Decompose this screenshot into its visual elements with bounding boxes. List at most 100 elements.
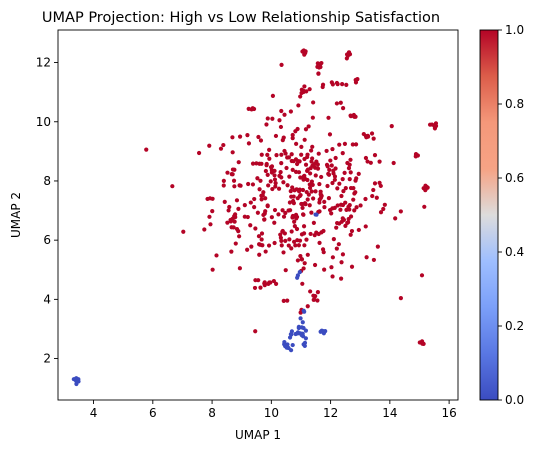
point-high-satisfaction bbox=[303, 49, 308, 54]
point-high-satisfaction bbox=[371, 136, 376, 141]
point-high-satisfaction bbox=[288, 109, 293, 114]
point-high-satisfaction bbox=[318, 189, 323, 194]
point-high-satisfaction bbox=[222, 199, 227, 204]
point-high-satisfaction bbox=[292, 219, 297, 224]
point-high-satisfaction bbox=[312, 297, 317, 302]
point-high-satisfaction bbox=[313, 293, 318, 299]
point-high-satisfaction bbox=[245, 133, 250, 138]
point-high-satisfaction bbox=[339, 276, 344, 281]
point-high-satisfaction bbox=[281, 135, 286, 140]
point-high-satisfaction bbox=[267, 147, 272, 152]
point-high-satisfaction bbox=[334, 80, 340, 86]
point-low-satisfaction bbox=[303, 336, 308, 341]
point-high-satisfaction bbox=[293, 129, 298, 134]
point-high-satisfaction bbox=[288, 208, 293, 213]
point-high-satisfaction bbox=[289, 158, 294, 164]
point-high-satisfaction bbox=[210, 267, 215, 272]
point-high-satisfaction bbox=[260, 243, 265, 248]
point-high-satisfaction bbox=[299, 87, 304, 92]
point-high-satisfaction bbox=[340, 82, 345, 87]
point-high-satisfaction bbox=[429, 122, 435, 127]
point-high-satisfaction bbox=[348, 157, 353, 162]
point-high-satisfaction bbox=[252, 205, 257, 210]
point-high-satisfaction bbox=[348, 214, 354, 219]
point-high-satisfaction bbox=[319, 194, 324, 199]
point-high-satisfaction bbox=[214, 253, 219, 258]
point-high-satisfaction bbox=[305, 197, 310, 202]
point-high-satisfaction bbox=[236, 206, 241, 211]
point-high-satisfaction bbox=[340, 252, 346, 257]
colorbar-frame bbox=[479, 29, 499, 401]
x-axis-label: UMAP 1 bbox=[235, 428, 281, 442]
point-high-satisfaction bbox=[344, 207, 349, 212]
point-high-satisfaction bbox=[230, 150, 235, 155]
point-high-satisfaction bbox=[264, 122, 269, 127]
point-high-satisfaction bbox=[313, 189, 318, 194]
point-high-satisfaction bbox=[252, 285, 258, 291]
point-high-satisfaction bbox=[368, 160, 373, 165]
point-high-satisfaction bbox=[363, 224, 368, 229]
point-high-satisfaction bbox=[304, 237, 309, 242]
point-high-satisfaction bbox=[263, 249, 268, 254]
point-high-satisfaction bbox=[422, 204, 427, 209]
point-high-satisfaction bbox=[334, 101, 339, 106]
point-high-satisfaction bbox=[325, 164, 330, 169]
point-high-satisfaction bbox=[332, 174, 338, 179]
point-high-satisfaction bbox=[320, 247, 326, 252]
point-high-satisfaction bbox=[299, 144, 304, 149]
colorbar-tick-label: 0.2 bbox=[505, 319, 524, 333]
point-high-satisfaction bbox=[296, 243, 301, 248]
point-high-satisfaction bbox=[257, 187, 262, 192]
point-high-satisfaction bbox=[248, 200, 253, 205]
plot-frame bbox=[57, 29, 459, 401]
point-high-satisfaction bbox=[274, 153, 279, 158]
point-high-satisfaction bbox=[334, 225, 339, 230]
point-low-satisfaction bbox=[299, 332, 304, 338]
point-high-satisfaction bbox=[276, 212, 281, 217]
point-high-satisfaction bbox=[341, 189, 346, 194]
point-high-satisfaction bbox=[372, 181, 378, 186]
point-high-satisfaction bbox=[283, 238, 288, 243]
point-low-satisfaction bbox=[74, 376, 79, 381]
point-high-satisfaction bbox=[287, 174, 292, 179]
point-high-satisfaction bbox=[218, 146, 224, 151]
point-high-satisfaction bbox=[301, 266, 306, 271]
point-high-satisfaction bbox=[207, 214, 212, 219]
point-high-satisfaction bbox=[349, 264, 355, 269]
point-high-satisfaction bbox=[285, 183, 290, 188]
point-high-satisfaction bbox=[273, 184, 278, 189]
point-high-satisfaction bbox=[349, 228, 355, 234]
point-high-satisfaction bbox=[295, 238, 300, 243]
point-high-satisfaction bbox=[344, 52, 350, 57]
point-high-satisfaction bbox=[234, 198, 240, 203]
point-high-satisfaction bbox=[258, 285, 263, 290]
colorbar-tick-label: 0.0 bbox=[505, 393, 524, 407]
point-high-satisfaction bbox=[257, 252, 262, 257]
y-tick-label: 6 bbox=[43, 233, 51, 247]
point-high-satisfaction bbox=[290, 185, 295, 190]
point-high-satisfaction bbox=[378, 210, 384, 215]
point-high-satisfaction bbox=[332, 177, 337, 182]
point-high-satisfaction bbox=[246, 181, 251, 187]
point-high-satisfaction bbox=[350, 142, 355, 147]
point-high-satisfaction bbox=[335, 220, 340, 226]
point-high-satisfaction bbox=[277, 118, 282, 123]
point-high-satisfaction bbox=[377, 159, 382, 164]
point-high-satisfaction bbox=[326, 115, 331, 120]
point-low-satisfaction bbox=[289, 329, 295, 334]
point-high-satisfaction bbox=[230, 167, 236, 172]
point-high-satisfaction bbox=[311, 196, 316, 201]
x-tick-label: 10 bbox=[264, 406, 279, 420]
point-high-satisfaction bbox=[205, 196, 210, 202]
point-high-satisfaction bbox=[328, 158, 333, 163]
point-high-satisfaction bbox=[369, 131, 375, 136]
point-high-satisfaction bbox=[289, 194, 294, 199]
point-high-satisfaction bbox=[302, 137, 307, 142]
point-high-satisfaction bbox=[337, 142, 342, 147]
point-high-satisfaction bbox=[336, 242, 341, 247]
point-high-satisfaction bbox=[317, 209, 322, 214]
point-high-satisfaction bbox=[263, 168, 268, 174]
point-high-satisfaction bbox=[232, 219, 237, 224]
point-high-satisfaction bbox=[364, 255, 369, 260]
